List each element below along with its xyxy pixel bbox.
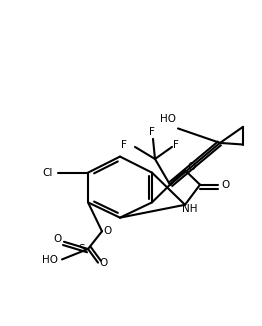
Text: F: F: [173, 140, 179, 150]
Text: HO: HO: [160, 114, 176, 124]
Text: S: S: [79, 244, 85, 254]
Text: Cl: Cl: [43, 168, 53, 178]
Text: O: O: [104, 226, 112, 236]
Text: NH: NH: [182, 204, 198, 214]
Text: O: O: [53, 234, 61, 244]
Text: F: F: [121, 140, 127, 150]
Text: HO: HO: [42, 255, 58, 265]
Text: O: O: [100, 259, 108, 268]
Text: F: F: [149, 127, 155, 138]
Text: O: O: [221, 180, 229, 190]
Text: O: O: [188, 162, 196, 172]
